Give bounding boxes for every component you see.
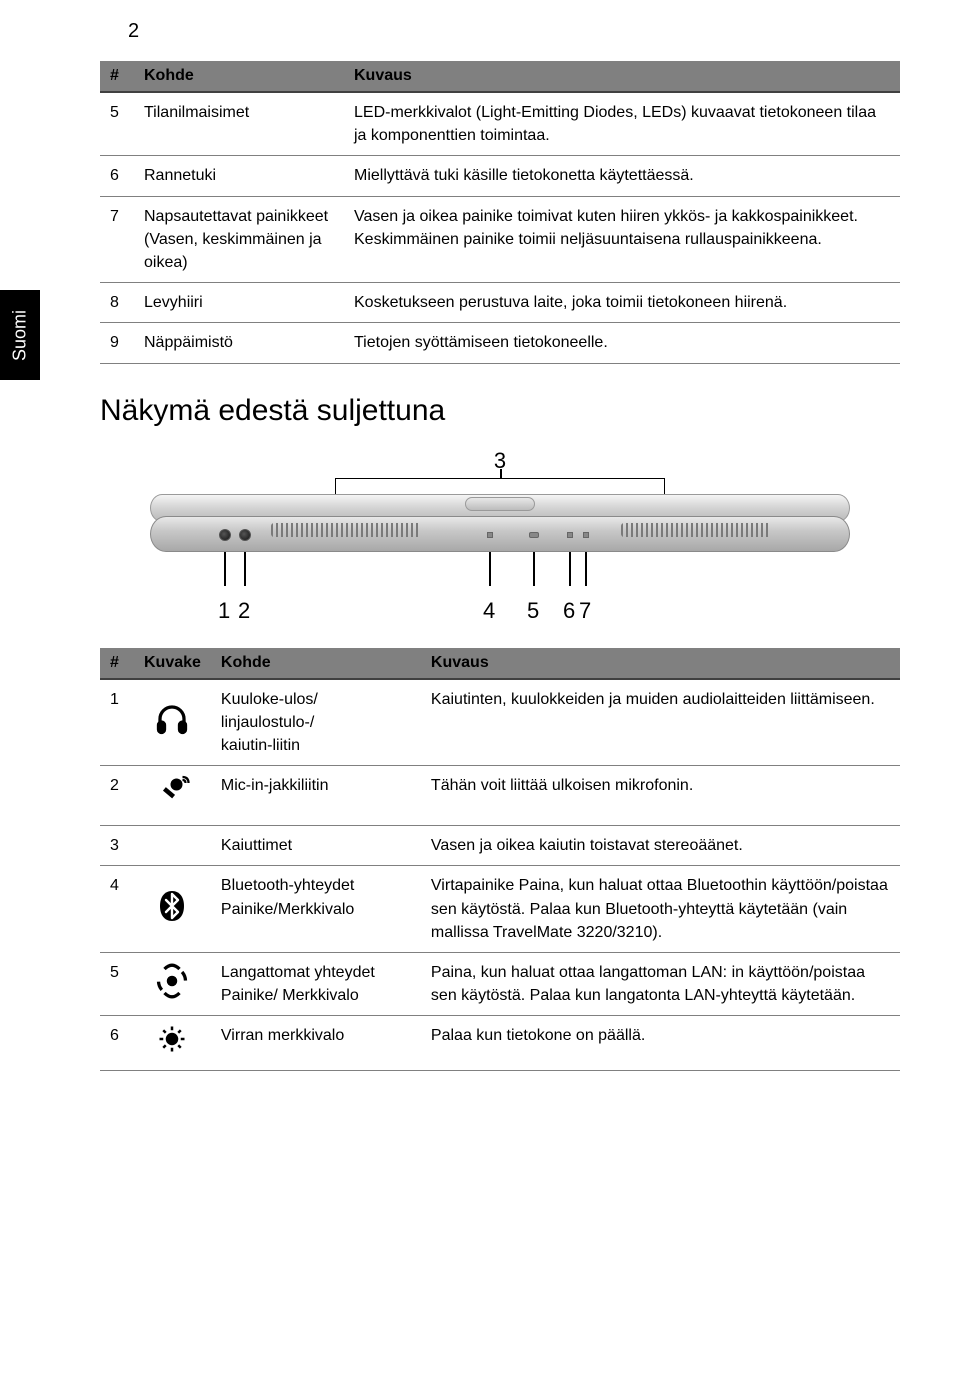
cell-kohde: Levyhiiri [134,283,344,323]
cell-kuvaus: LED-merkkivalot (Light-Emitting Diodes, … [344,92,900,156]
th-kohde: Kohde [211,648,421,679]
cell-kohde: Näppäimistö [134,323,344,363]
no-icon [134,826,211,866]
cell-kohde: Napsautettavat painikkeet (Vasen, keskim… [134,196,344,283]
cell-num: 5 [100,92,134,156]
cell-num: 8 [100,283,134,323]
th-kohde: Kohde [134,61,344,92]
cell-kohde: Virran merkkivalo [211,1016,421,1070]
cell-num: 6 [100,1016,134,1070]
callout-labels-bottom: 1 2 4 5 6 7 [150,598,850,628]
leader-lines [150,558,850,598]
table-row: 9 Näppäimistö Tietojen syöttämiseen tiet… [100,323,900,363]
front-view-figure: 3 1 2 4 [100,448,900,628]
cell-num: 7 [100,196,134,283]
callout-5: 5 [527,598,539,624]
cell-num: 1 [100,679,134,766]
table-row: 5 Langattomat yhteydet Painike/ Merkkiva… [100,953,900,1016]
table-row: 7 Napsautettavat painikkeet (Vasen, kesk… [100,196,900,283]
table-row: 3 Kaiuttimet Vasen ja oikea kaiutin tois… [100,826,900,866]
cell-kuvaus: Paina, kun haluat ottaa langattoman LAN:… [421,953,900,1016]
table-row: 1 Kuuloke-ulos/ linjaulostulo-/ kaiutin-… [100,679,900,766]
cell-num: 5 [100,953,134,1016]
cell-num: 2 [100,766,134,826]
table-row: 8 Levyhiiri Kosketukseen perustuva laite… [100,283,900,323]
wireless-icon [134,953,211,1016]
cell-kuvaus: Miellyttävä tuki käsille tietokonetta kä… [344,156,900,196]
cell-kuvaus: Kaiutinten, kuulokkeiden ja muiden audio… [421,679,900,766]
cell-kohde: Bluetooth-yhteydet Painike/Merkkivalo [211,866,421,953]
cell-num: 6 [100,156,134,196]
bluetooth-icon [134,866,211,953]
cell-kohde: Rannetuki [134,156,344,196]
callout-6: 6 [563,598,575,624]
cell-kohde: Langattomat yhteydet Painike/ Merkkivalo [211,953,421,1016]
table-row: 4 Bluetooth-yhteydet Painike/Merkkivalo … [100,866,900,953]
cell-kuvaus: Palaa kun tietokone on päällä. [421,1016,900,1070]
table-row: 2 Mic-in-jakkiliitin Tähän voit liittää … [100,766,900,826]
table-row: 6 Virran merkkivalo Palaa k [100,1016,900,1070]
th-kuvaus: Kuvaus [421,648,900,679]
mic-icon [134,766,211,826]
page-number: 2 [128,20,900,43]
cell-kohde: Tilanilmaisimet [134,92,344,156]
table-top: # Kohde Kuvaus 5 Tilanilmaisimet LED-mer… [100,61,900,364]
power-icon [134,1016,211,1070]
cell-kuvaus: Kosketukseen perustuva laite, joka toimi… [344,283,900,323]
cell-kohde: Kaiuttimet [211,826,421,866]
cell-kuvaus: Vasen ja oikea painike toimivat kuten hi… [344,196,900,283]
cell-num: 4 [100,866,134,953]
th-num: # [100,61,134,92]
headphones-icon [134,679,211,766]
th-kuvake: Kuvake [134,648,211,679]
language-tab: Suomi [0,290,40,380]
callout-1: 1 [218,598,230,624]
cell-num: 3 [100,826,134,866]
table-row: 5 Tilanilmaisimet LED-merkkivalot (Light… [100,92,900,156]
th-kuvaus: Kuvaus [344,61,900,92]
callout-2: 2 [238,598,250,624]
th-num: # [100,648,134,679]
cell-kuvaus: Tietojen syöttämiseen tietokoneelle. [344,323,900,363]
callout-4: 4 [483,598,495,624]
cell-kohde: Kuuloke-ulos/ linjaulostulo-/ kaiutin-li… [211,679,421,766]
cell-num: 9 [100,323,134,363]
table-icons: # Kuvake Kohde Kuvaus 1 Kuuloke-ulos/ li… [100,648,900,1071]
page: 2 Suomi # Kohde Kuvaus 5 Tilanilmaisimet… [0,0,960,1111]
cell-kuvaus: Tähän voit liittää ulkoisen mikrofonin. [421,766,900,826]
callout-7: 7 [579,598,591,624]
section-heading: Näkymä edestä suljettuna [100,394,900,428]
cell-kuvaus: Vasen ja oikea kaiutin toistavat stereoä… [421,826,900,866]
laptop-illustration [150,494,850,558]
cell-kuvaus: Virtapainike Paina, kun haluat ottaa Blu… [421,866,900,953]
cell-kohde: Mic-in-jakkiliitin [211,766,421,826]
table-row: 6 Rannetuki Miellyttävä tuki käsille tie… [100,156,900,196]
